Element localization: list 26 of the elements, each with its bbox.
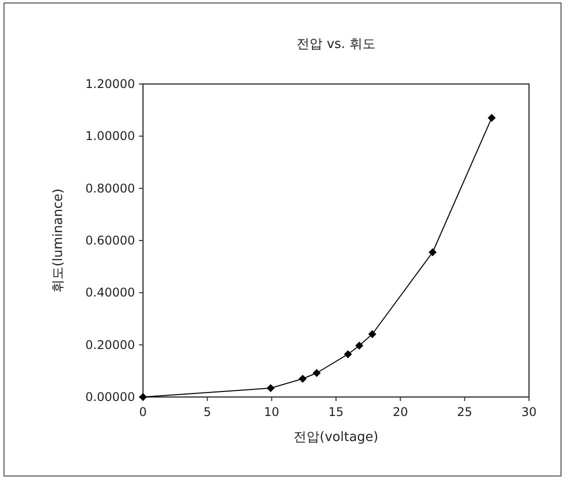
point [428, 248, 437, 256]
point [368, 330, 376, 338]
point [312, 369, 321, 378]
y-tick-label: 0.60000 [85, 234, 135, 248]
point [355, 342, 364, 350]
y-tick-label: 0.40000 [85, 286, 135, 300]
y-tick-label: 0.00000 [85, 390, 135, 404]
x-tick-label: 30 [521, 405, 537, 419]
chart-title: 전압 vs. 휘도 [296, 37, 376, 52]
x-tick-label: 25 [457, 405, 472, 419]
y-tick-label: 1.00000 [85, 129, 135, 144]
y-tick-label: 0.20000 [85, 338, 135, 352]
x-tick-label: 10 [264, 405, 280, 419]
point [488, 114, 496, 122]
point [298, 374, 307, 383]
y-tick-label: 0.80000 [85, 181, 135, 196]
x-tick-label: 0 [139, 405, 147, 419]
x-axis-title: 전압(voltage) [294, 430, 378, 445]
point [139, 393, 147, 401]
y-tick-label: 1.20000 [85, 77, 135, 91]
point [344, 350, 352, 358]
x-tick-label: 15 [328, 405, 344, 419]
x-tick-label: 20 [392, 405, 408, 419]
y-axis-title: 휘도(luminance) [51, 188, 66, 292]
x-tick-label: 5 [204, 405, 212, 419]
point [266, 384, 275, 392]
